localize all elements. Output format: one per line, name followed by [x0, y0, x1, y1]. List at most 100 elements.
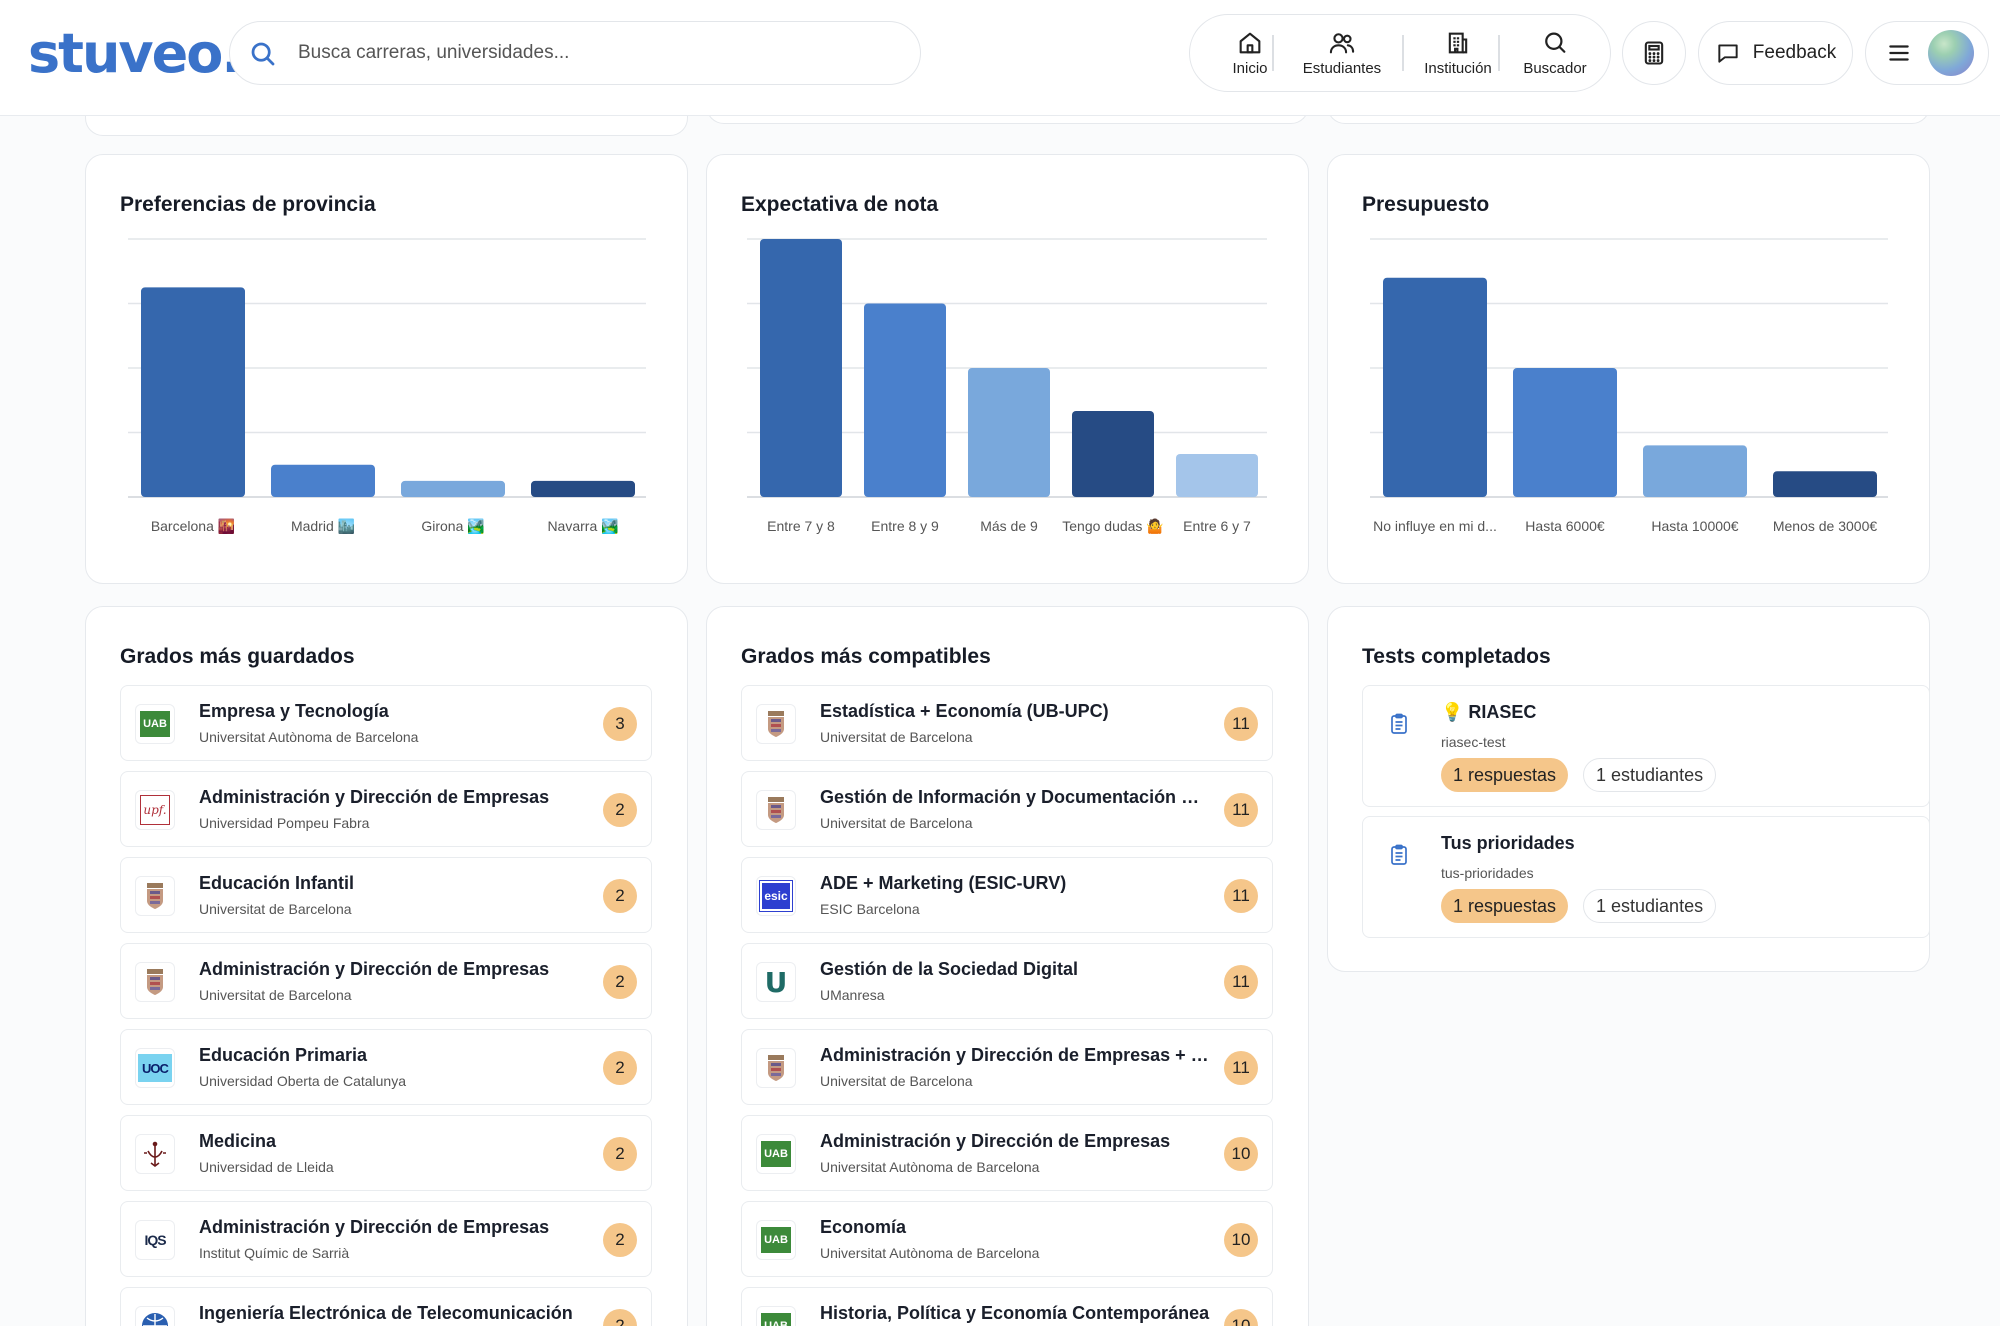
clipboard-icon [1391, 713, 1407, 734]
nav-buscador-label: Buscador [1523, 60, 1587, 77]
responses-pill: 1 respuestas [1441, 889, 1569, 923]
count-badge: 2 [603, 1051, 637, 1085]
university-name: Universidad Pompeu Fabra [199, 815, 370, 831]
test-item[interactable]: Tus prioridades tus-prioridades 1 respuest… [1362, 816, 1930, 938]
bar[interactable] [968, 368, 1050, 497]
stuveo-logo[interactable]: stuveo. [28, 22, 242, 85]
uab-logo: UAB [761, 1141, 791, 1167]
test-item[interactable]: 💡 RIASEC riasec-test 1 respuestas 1 estudia… [1362, 685, 1930, 807]
ub-shield-icon [147, 883, 163, 909]
degree-title: Medicina [199, 1131, 277, 1151]
bar-chart-presupuesto: No influye en mi d... Hasta 6000€ Hasta 10… [1370, 238, 1888, 534]
search-bar[interactable] [229, 21, 921, 85]
card-title: Preferencias de provincia [120, 193, 376, 216]
ub-shield-icon [768, 1055, 784, 1081]
list-item[interactable]: Ingeniería Electrónica de Telecomunicaci… [120, 1287, 652, 1326]
count-badge: 2 [603, 879, 637, 913]
user-menu-button[interactable] [1865, 21, 1989, 85]
x-tick-label: Navarra 🏞️ [547, 518, 618, 535]
list-item[interactable]: Educación Infantil Universitat de Barcelo… [120, 857, 652, 933]
main-nav: Inicio Estudiantes Institución Buscador [1189, 14, 1611, 92]
university-name: Universitat de Barcelona [820, 815, 973, 831]
university-name: Universitat de Barcelona [199, 901, 352, 917]
test-slug: riasec-test [1441, 734, 1506, 750]
calculator-icon [1644, 41, 1664, 65]
university-logo: UAB [756, 1134, 796, 1174]
list-item[interactable]: upf. Administración y Dirección de Empres… [120, 771, 652, 847]
saved-degrees-card: Grados más guardados UAB Empresa y Tecnol… [85, 606, 688, 1326]
nav-estudiantes[interactable]: Estudiantes [1282, 15, 1402, 91]
bar[interactable] [1176, 454, 1258, 497]
list-item[interactable]: esic ADE + Marketing (ESIC-URV) ESIC Barce… [741, 857, 1273, 933]
list-item[interactable]: Gestión de Información y Documentación D… [741, 771, 1273, 847]
bar[interactable] [1773, 471, 1877, 497]
university-logo [135, 962, 175, 1002]
list-item[interactable]: Medicina Universidad de Lleida 2 [120, 1115, 652, 1191]
test-title: 💡 RIASEC [1441, 702, 1537, 722]
bar[interactable] [1513, 368, 1617, 497]
degree-title: Gestión de Información y Documentación D… [820, 787, 1210, 807]
upf-logo: upf. [140, 795, 170, 825]
list-item[interactable]: UAB Empresa y Tecnología Universitat Autòn… [120, 685, 652, 761]
nav-institucion[interactable]: Institución [1404, 15, 1512, 91]
degree-title: Economía [820, 1217, 907, 1237]
degree-title: Educación Infantil [199, 873, 355, 893]
bar[interactable] [271, 464, 375, 497]
bar[interactable] [864, 303, 946, 498]
uab-logo: UAB [761, 1227, 791, 1253]
bar[interactable] [1072, 411, 1154, 497]
degree-title: Administración y Dirección de Empresas [820, 1131, 1171, 1151]
degree-title: Administración y Dirección de Empresas [199, 959, 550, 979]
list-item[interactable]: U Gestión de la Sociedad Digital UManresa 1… [741, 943, 1273, 1019]
count-badge: 3 [603, 707, 637, 741]
university-name: Universitat de Barcelona [820, 1073, 973, 1089]
avatar [1928, 30, 1974, 76]
hamburger-menu-icon [1889, 45, 1909, 61]
university-logo: upf. [135, 790, 175, 830]
x-tick-label: No influye en mi d... [1373, 518, 1497, 534]
university-logo: UAB [756, 1220, 796, 1260]
bar[interactable] [531, 480, 635, 497]
search-input[interactable] [298, 22, 898, 84]
x-tick-label: Más de 9 [980, 518, 1038, 534]
nav-divider [1498, 35, 1500, 71]
message-icon [1718, 44, 1738, 63]
degree-title: Ingeniería Electrónica de Telecomunicaci… [199, 1303, 573, 1323]
university-name: Institut Químic de Sarrià [199, 1245, 350, 1261]
calculator-button[interactable] [1622, 21, 1686, 85]
list-item[interactable]: Administración y Dirección de Empresas +… [741, 1029, 1273, 1105]
bar[interactable] [1383, 277, 1487, 497]
bar[interactable] [401, 480, 505, 497]
count-badge: 11 [1224, 879, 1258, 913]
x-tick-label: Menos de 3000€ [1773, 518, 1878, 534]
university-name: Universidad Oberta de Catalunya [199, 1073, 407, 1089]
nav-buscador[interactable]: Buscador [1510, 15, 1600, 91]
compatible-degrees-card: Grados más compatibles Estadística + Eco… [706, 606, 1309, 1326]
bar[interactable] [1643, 445, 1747, 497]
nav-inicio[interactable]: Inicio [1210, 15, 1290, 91]
feedback-button[interactable]: Feedback [1698, 21, 1853, 85]
degree-title: Historia, Política y Economía Contemporá… [820, 1303, 1210, 1323]
x-tick-label: Entre 7 y 8 [767, 518, 835, 534]
degree-title: Estadística + Economía (UB-UPC) [820, 701, 1109, 721]
nav-inicio-label: Inicio [1232, 60, 1268, 77]
list-item[interactable]: Administración y Dirección de Empresas Un… [120, 943, 652, 1019]
search-icon [1545, 32, 1566, 53]
university-logo [135, 1306, 175, 1326]
bar[interactable] [141, 287, 245, 497]
university-name: Universitat Autònoma de Barcelona [820, 1245, 1040, 1261]
list-item[interactable]: UAB Historia, Política y Economía Contemp… [741, 1287, 1273, 1326]
list-item[interactable]: IQS Administración y Dirección de Empresa… [120, 1201, 652, 1277]
list-item[interactable]: UOC Educación Primaria Universidad Oberta … [120, 1029, 652, 1105]
list-item[interactable]: UAB Economía Universitat Autònoma de Barce… [741, 1201, 1273, 1277]
bar[interactable] [760, 239, 842, 497]
list-item[interactable]: UAB Administración y Dirección de Empresa… [741, 1115, 1273, 1191]
tests-completed-card: Tests completados 💡 RIASEC riasec-test 1 r… [1327, 606, 1930, 972]
nav-divider [1402, 35, 1404, 71]
degree-title: Educación Primaria [199, 1045, 368, 1065]
list-item[interactable]: Estadística + Economía (UB-UPC) Universit… [741, 685, 1273, 761]
count-badge: 10 [1224, 1223, 1258, 1257]
ub-shield-icon [147, 969, 163, 995]
x-tick-label: Madrid 🏙️ [291, 518, 355, 535]
count-badge: 2 [603, 793, 637, 827]
